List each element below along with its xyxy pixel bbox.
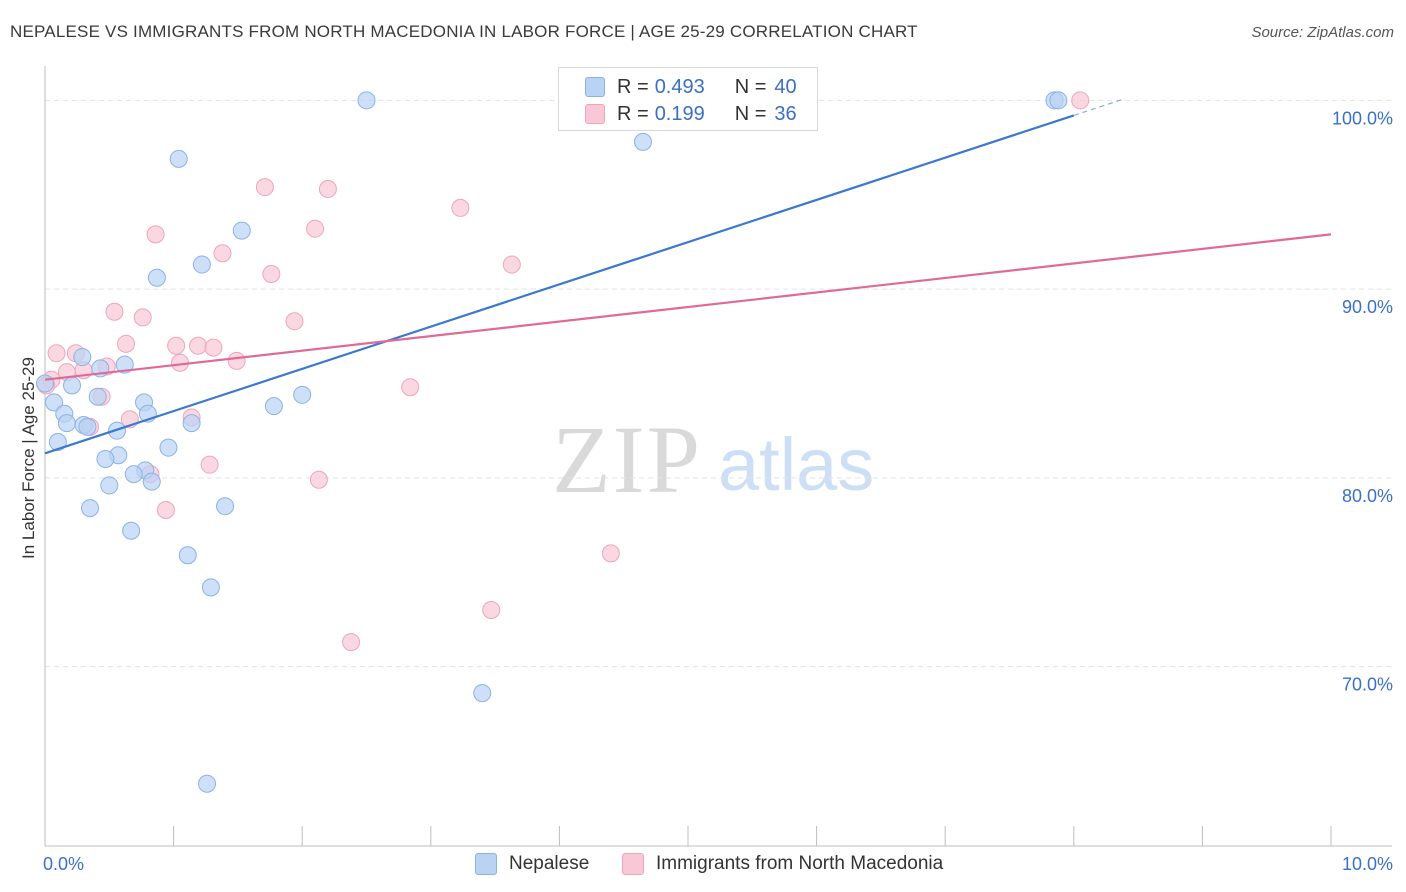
macedonia-point: [189, 336, 208, 355]
nepalese-point: [201, 578, 220, 597]
macedonia-point: [401, 378, 420, 397]
nepalese-point: [115, 355, 134, 374]
macedonia-point: [156, 500, 175, 519]
legend-n-label: N =: [734, 75, 767, 98]
nepalese-point: [122, 521, 141, 540]
nepalese-point: [96, 450, 115, 468]
macedonia-point: [1071, 91, 1090, 110]
macedonia-point: [318, 180, 337, 199]
macedonia-point: [285, 312, 304, 331]
nepalese-point: [264, 397, 283, 416]
legend-r-label: R =: [617, 102, 649, 125]
y-tick-label: 90.0%: [1342, 297, 1393, 317]
macedonia-point: [306, 219, 325, 238]
series-macedonia: [37, 91, 1090, 652]
nepalese-point: [57, 414, 76, 433]
nepalese-trend-line: [44, 114, 1075, 455]
legend-n-label: N =: [734, 102, 767, 125]
nepalese-point: [36, 374, 54, 393]
y-axis-label: In Labor Force | Age 25-29: [19, 357, 38, 559]
legend-swatch-nepalese: [475, 853, 497, 875]
nepalese-point: [142, 472, 161, 491]
nepalese-point: [178, 546, 197, 565]
macedonia-point: [47, 344, 66, 363]
legend-row-nepalese: R = 0.493 N = 40: [585, 75, 797, 99]
macedonia-point: [204, 338, 223, 357]
nepalese-point: [73, 348, 92, 367]
legend-swatch-macedonia: [622, 853, 644, 875]
legend-r-value-macedonia: 0.199: [654, 102, 705, 125]
nepalese-point: [633, 132, 652, 151]
nepalese-point: [124, 465, 143, 484]
macedonia-point: [213, 244, 232, 263]
nepalese-point: [216, 497, 235, 516]
macedonia-point: [200, 455, 219, 474]
macedonia-point: [146, 225, 165, 244]
macedonia-point: [167, 336, 186, 355]
nepalese-point: [81, 499, 100, 518]
nepalese-point: [88, 387, 107, 406]
y-tick-label: 80.0%: [1342, 486, 1393, 506]
watermark-atlas: atlas: [718, 423, 874, 506]
x-tick-label: 0.0%: [43, 854, 84, 874]
macedonia-point: [227, 351, 246, 370]
nepalese-point: [232, 221, 251, 240]
macedonia-point: [451, 198, 470, 217]
series-legend: Nepalese Immigrants from North Macedonia: [0, 850, 1406, 880]
grid: [45, 99, 1392, 668]
nepalese-point: [45, 393, 64, 412]
nepalese-point: [169, 149, 188, 168]
nepalese-point: [293, 385, 312, 404]
watermark-zip: ZIP: [552, 406, 702, 513]
legend-label-nepalese: Nepalese: [509, 853, 590, 874]
macedonia-point: [105, 302, 124, 321]
legend-swatch-macedonia: [585, 104, 605, 124]
macedonia-point: [255, 178, 274, 197]
macedonia-point: [342, 633, 361, 652]
macedonia-point: [309, 470, 328, 489]
source-label: Source: ZipAtlas.com: [1251, 24, 1394, 41]
legend-label-macedonia: Immigrants from North Macedonia: [656, 853, 944, 874]
macedonia-point: [117, 334, 136, 353]
legend-n-value-nepalese: 40: [774, 75, 797, 98]
legend-swatch-nepalese: [585, 77, 605, 97]
correlation-legend: R = 0.493 N = 40 R = 0.199 N = 36: [558, 67, 818, 131]
macedonia-point: [502, 255, 521, 274]
nepalese-point: [48, 433, 67, 452]
nepalese-point: [182, 414, 201, 433]
macedonia-trend-line: [44, 233, 1332, 381]
legend-r-label: R =: [617, 75, 649, 98]
axes: [44, 66, 1392, 847]
nepalese-trend-extension: [1073, 97, 1126, 116]
y-tick-label: 100.0%: [1332, 108, 1393, 128]
nepalese-point: [198, 774, 217, 793]
legend-r-value-nepalese: 0.493: [654, 75, 705, 98]
legend-item-macedonia[interactable]: Immigrants from North Macedonia: [622, 853, 943, 875]
legend-row-macedonia: R = 0.199 N = 36: [585, 102, 797, 126]
macedonia-point: [262, 264, 281, 283]
trend-lines: [44, 97, 1332, 455]
nepalese-point: [159, 438, 178, 457]
nepalese-point: [192, 255, 211, 274]
nepalese-point: [357, 91, 376, 110]
series-nepalese: [36, 91, 1068, 793]
macedonia-point: [482, 601, 501, 620]
nepalese-point: [100, 476, 119, 495]
watermark: ZIP atlas: [552, 406, 874, 513]
legend-item-nepalese[interactable]: Nepalese: [475, 853, 589, 875]
legend-n-value-macedonia: 36: [774, 102, 797, 125]
y-tick-label: 70.0%: [1342, 675, 1393, 695]
nepalese-point: [147, 268, 166, 287]
x-tick-label: 10.0%: [1342, 854, 1393, 874]
chart-title: NEPALESE VS IMMIGRANTS FROM NORTH MACEDO…: [10, 22, 918, 41]
macedonia-point: [601, 544, 620, 563]
nepalese-point: [63, 376, 82, 395]
tick-labels: 100.0% 90.0% 80.0% 70.0% 0.0% 10.0%: [43, 108, 1393, 874]
nepalese-point: [473, 684, 492, 703]
macedonia-point: [133, 308, 152, 327]
nepalese-point: [78, 417, 97, 436]
nepalese-point: [1049, 91, 1068, 110]
